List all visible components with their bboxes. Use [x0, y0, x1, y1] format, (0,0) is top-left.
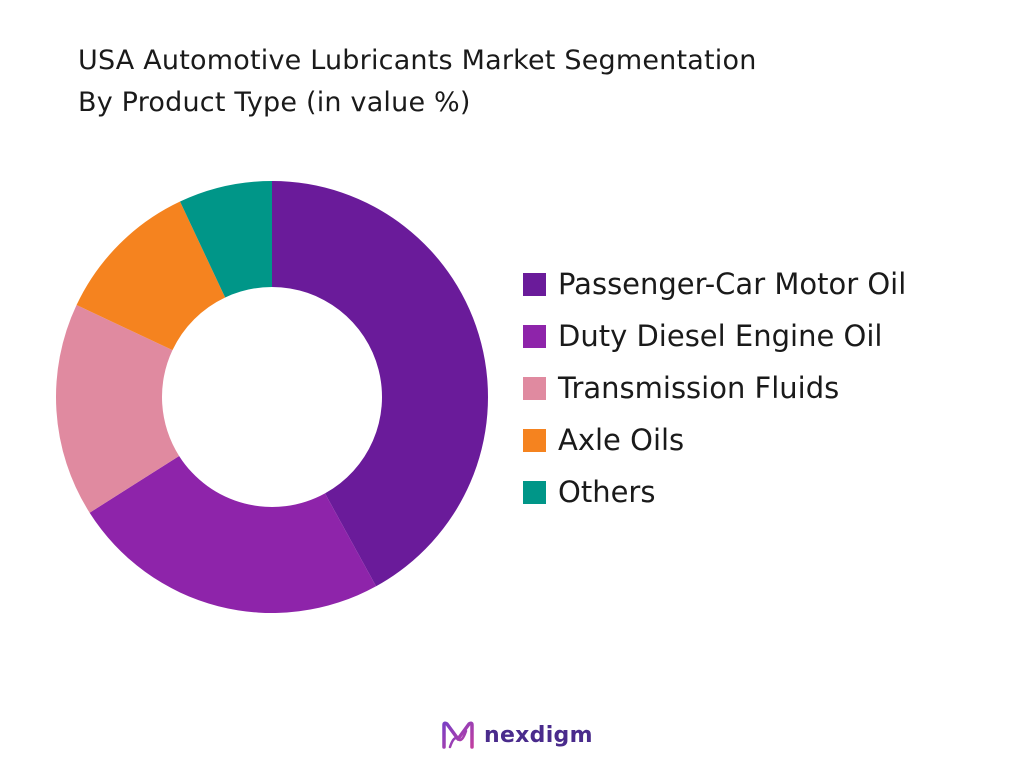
legend-item-passenger-car-motor-oil: Passenger-Car Motor Oil: [523, 258, 906, 310]
chart-legend: Passenger-Car Motor Oil Duty Diesel Engin…: [523, 258, 906, 518]
legend-swatch-others: [523, 480, 546, 504]
chart-title-line-2: By Product Type (in value %): [78, 87, 471, 118]
donut-slice-others: [180, 181, 272, 298]
legend-label-axle-oils: Axle Oils: [558, 423, 685, 457]
legend-swatch-transmission-fluids: [523, 376, 546, 400]
legend-item-axle-oils: Axle Oils: [523, 414, 906, 466]
nexdigm-logo-icon: [442, 721, 474, 749]
brand-name: nexdigm: [484, 722, 593, 748]
legend-label-others: Others: [558, 475, 656, 509]
legend-item-others: Others: [523, 466, 906, 518]
legend-item-duty-diesel-engine-oil: Duty Diesel Engine Oil: [523, 310, 906, 362]
donut-slice-duty-diesel-engine-oil: [89, 455, 377, 613]
donut-slice-axle-oils: [76, 201, 226, 351]
brand-footer: nexdigm: [440, 716, 593, 754]
legend-item-transmission-fluids: Transmission Fluids: [523, 362, 906, 414]
chart-title: USA Automotive Lubricants Market Segment…: [78, 40, 757, 124]
donut-slice-passenger-car-motor-oil: [272, 181, 489, 587]
legend-swatch-passenger-car-motor-oil: [523, 272, 546, 296]
legend-label-transmission-fluids: Transmission Fluids: [558, 371, 840, 405]
donut-slice-transmission-fluids: [55, 305, 180, 513]
chart-title-line-1: USA Automotive Lubricants Market Segment…: [78, 45, 757, 76]
legend-swatch-duty-diesel-engine-oil: [523, 324, 546, 348]
legend-label-passenger-car-motor-oil: Passenger-Car Motor Oil: [558, 267, 907, 301]
legend-swatch-axle-oils: [523, 428, 546, 452]
legend-label-duty-diesel-engine-oil: Duty Diesel Engine Oil: [558, 319, 883, 353]
